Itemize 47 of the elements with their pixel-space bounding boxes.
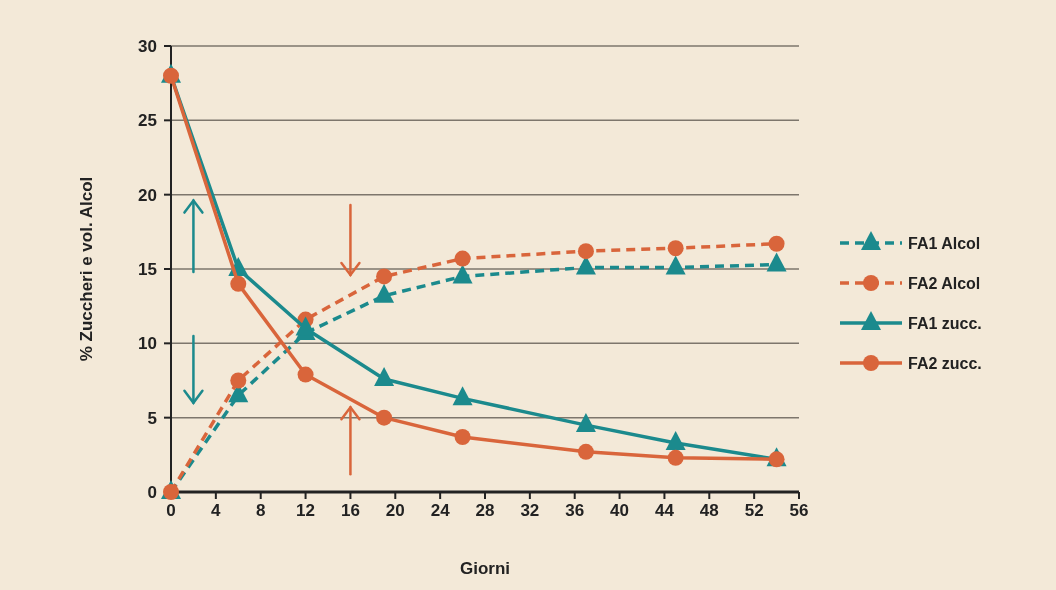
point [452, 386, 473, 406]
x-tick-label: 8 [255, 501, 266, 520]
x-tick-label: 40 [610, 501, 630, 520]
point [667, 449, 684, 466]
x-tick-label: 56 [789, 501, 809, 520]
y-tick-label: 30 [138, 36, 157, 56]
point [665, 255, 686, 275]
x-tick-label: 0 [166, 501, 176, 520]
point [452, 264, 473, 284]
y-tick-label: 0 [147, 482, 157, 502]
point [230, 275, 247, 292]
point [665, 430, 686, 450]
y-tick-label: 15 [138, 259, 157, 279]
point [376, 409, 393, 426]
y-tick-label: 25 [138, 111, 157, 131]
point [575, 413, 596, 433]
x-tick-label: 20 [385, 501, 405, 520]
point [376, 268, 393, 285]
y-tick-label: 10 [138, 334, 157, 354]
x-tick-label: 16 [340, 501, 360, 520]
point [374, 367, 395, 387]
point [374, 283, 395, 303]
point [454, 250, 471, 267]
x-tick-label: 52 [744, 501, 764, 520]
point [766, 252, 787, 272]
y-tick-label: 5 [147, 408, 157, 428]
y-axis-title: % Zuccheri e vol. Alcol [77, 176, 96, 362]
x-tick-label: 32 [520, 501, 540, 520]
x-tick-label: 4 [211, 501, 222, 520]
x-tick-label: 48 [699, 501, 719, 520]
legend-label: FA1 Alcol [908, 234, 981, 252]
legend-label: FA2 Alcol [908, 274, 981, 292]
x-tick-label: 36 [565, 501, 585, 520]
x-tick-label: 28 [475, 501, 495, 520]
legend-label: FA2 zucc. [908, 354, 982, 372]
x-tick-label: 12 [296, 501, 316, 520]
point [577, 443, 594, 460]
x-tick-label: 24 [430, 501, 451, 520]
point [230, 372, 247, 389]
point [163, 484, 179, 500]
x-axis-title: Giorni [459, 559, 511, 578]
legend-label: FA1 zucc. [908, 314, 982, 332]
point [768, 235, 785, 252]
y-tick-label: 20 [138, 185, 157, 205]
x-tick-label: 44 [654, 501, 675, 520]
point [297, 366, 314, 383]
point [454, 428, 471, 445]
